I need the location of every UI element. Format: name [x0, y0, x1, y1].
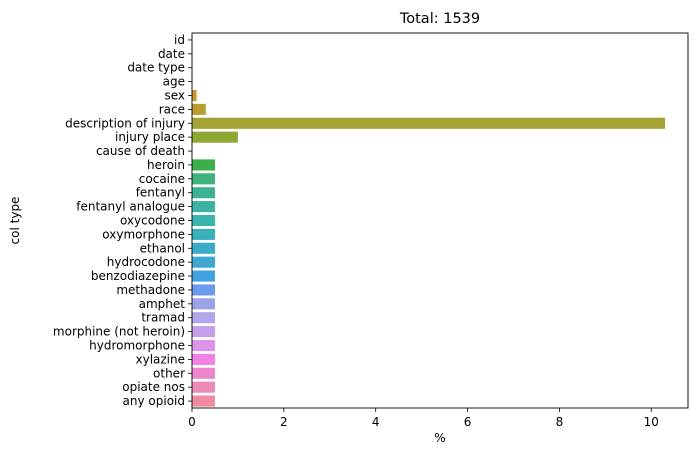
- x-tick-label: 8: [556, 415, 564, 429]
- y-tick-label: age: [163, 75, 185, 89]
- chart-title: Total: 1539: [399, 11, 480, 27]
- bar-injury-place: [192, 131, 238, 143]
- bar-any-opioid: [192, 395, 215, 407]
- bar-sex: [192, 89, 197, 102]
- bar-cocaine: [192, 173, 215, 185]
- bar-fentanyl-analogue: [192, 201, 215, 213]
- y-tick-label: cause of death: [96, 144, 185, 158]
- y-tick-label: oxycodone: [120, 214, 185, 228]
- y-tick-label: ethanol: [140, 241, 185, 255]
- bar-tramad: [192, 312, 215, 324]
- y-tick-label: benzodiazepine: [91, 269, 185, 283]
- bar-opiate-nos: [192, 381, 215, 393]
- x-tick-label: 4: [372, 415, 380, 429]
- plot-frame: [191, 32, 689, 409]
- bar-oxycodone: [192, 214, 215, 227]
- y-tick-label: fentanyl analogue: [76, 200, 185, 214]
- bar-amphet: [192, 298, 215, 310]
- bar-hydromorphone: [192, 339, 215, 352]
- y-tick-label: morphine (not heroin): [53, 325, 185, 339]
- bar-other: [192, 367, 215, 379]
- y-tick-label: hydromorphone: [89, 339, 185, 353]
- y-tick-label: oxymorphone: [102, 227, 185, 241]
- y-tick-label: opiate nos: [122, 380, 185, 394]
- y-tick-label: description of injury: [65, 116, 185, 130]
- y-tick-label: tramad: [141, 311, 185, 325]
- x-tick-label: 6: [464, 415, 472, 429]
- y-tick-label: methadone: [116, 283, 185, 297]
- y-tick-label: other: [153, 366, 185, 380]
- bars-group: [192, 89, 666, 407]
- y-tick-label: heroin: [147, 158, 185, 172]
- bar-race: [192, 103, 206, 115]
- bar-benzodiazepine: [192, 270, 215, 282]
- bar-description-of-injury: [192, 117, 666, 129]
- y-tick-label: any opioid: [123, 394, 185, 408]
- y-tick-label: fentanyl: [136, 186, 185, 200]
- bar-morphine-not-heroin: [192, 326, 215, 338]
- x-tick-label: 2: [280, 415, 288, 429]
- x-axis-ticks: 0 2 4 6 8 10: [188, 408, 659, 429]
- x-axis-title: %: [434, 431, 445, 445]
- y-tick-label: sex: [164, 89, 185, 103]
- y-tick-label: injury place: [115, 130, 185, 144]
- y-tick-label: id: [174, 33, 185, 47]
- bar-ethanol: [192, 242, 215, 254]
- y-tick-label: hydrocodone: [107, 255, 185, 269]
- x-tick-label: 0: [188, 415, 196, 429]
- bar-hydrocodone: [192, 256, 215, 268]
- y-tick-label: xylazine: [135, 352, 185, 366]
- y-tick-label: amphet: [139, 297, 186, 311]
- bar-fentanyl: [192, 187, 215, 199]
- bar-methadone: [192, 284, 215, 296]
- x-tick-label: 10: [644, 415, 659, 429]
- y-axis-title: col type: [8, 197, 22, 245]
- y-tick-label: date type: [127, 61, 185, 75]
- y-tick-label: race: [159, 102, 185, 116]
- bar-heroin: [192, 159, 215, 171]
- y-tick-label: date: [158, 47, 185, 61]
- bar-xylazine: [192, 353, 215, 365]
- y-tick-label: cocaine: [139, 172, 185, 186]
- bar-oxymorphone: [192, 228, 215, 240]
